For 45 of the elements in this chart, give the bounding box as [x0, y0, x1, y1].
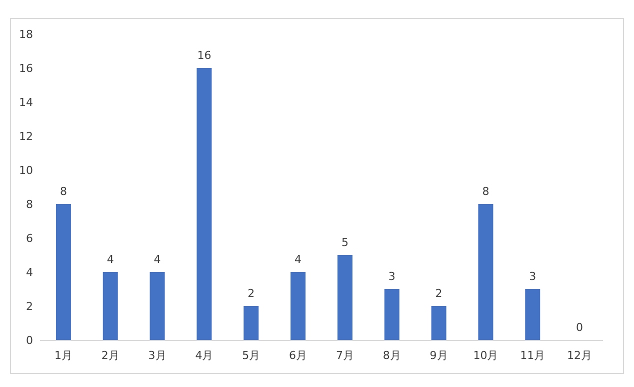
x-tick-label: 12月 [567, 349, 592, 362]
bar [384, 289, 400, 340]
data-label: 3 [388, 270, 396, 283]
data-label: 4 [154, 253, 161, 266]
y-tick-label: 2 [26, 300, 33, 313]
x-tick-label: 5月 [242, 349, 260, 362]
data-label: 8 [60, 185, 67, 198]
data-label: 4 [106, 253, 114, 266]
x-tick-label: 11月 [520, 349, 546, 362]
data-label: 5 [341, 236, 348, 249]
data-label: 2 [435, 287, 442, 300]
data-label: 3 [529, 270, 536, 283]
bar [290, 272, 306, 340]
data-label: 4 [294, 253, 302, 266]
y-tick-label: 0 [26, 334, 33, 347]
bar [56, 204, 71, 340]
x-tick-label: 1月 [54, 349, 72, 362]
y-tick-label: 10 [19, 164, 33, 177]
x-tick-label: 6月 [289, 349, 308, 362]
y-tick-label: 8 [26, 198, 33, 211]
data-label: 0 [576, 321, 584, 334]
y-tick-label: 6 [26, 232, 33, 245]
y-tick-label: 4 [26, 266, 33, 279]
bar [150, 272, 165, 340]
y-tick-label: 14 [19, 96, 33, 109]
x-tick-label: 10月 [473, 349, 498, 362]
bar [244, 306, 259, 340]
x-tick-label: 3月 [148, 349, 166, 362]
y-tick-label: 12 [19, 130, 33, 143]
bar [196, 68, 212, 340]
x-tick-label: 9月 [430, 349, 448, 362]
y-tick-label: 18 [19, 28, 33, 41]
bar [431, 306, 446, 340]
bar [337, 255, 352, 340]
x-tick-label: 8月 [382, 349, 401, 362]
bar [525, 289, 540, 340]
x-tick-label: 7月 [336, 349, 354, 362]
data-label: 8 [482, 185, 490, 198]
data-label: 16 [197, 49, 212, 62]
data-label: 2 [248, 287, 255, 300]
bar [102, 272, 118, 340]
x-tick-label: 2月 [101, 349, 120, 362]
y-tick-label: 16 [19, 62, 33, 75]
x-tick-label: 4月 [195, 349, 214, 362]
bar [478, 204, 494, 340]
